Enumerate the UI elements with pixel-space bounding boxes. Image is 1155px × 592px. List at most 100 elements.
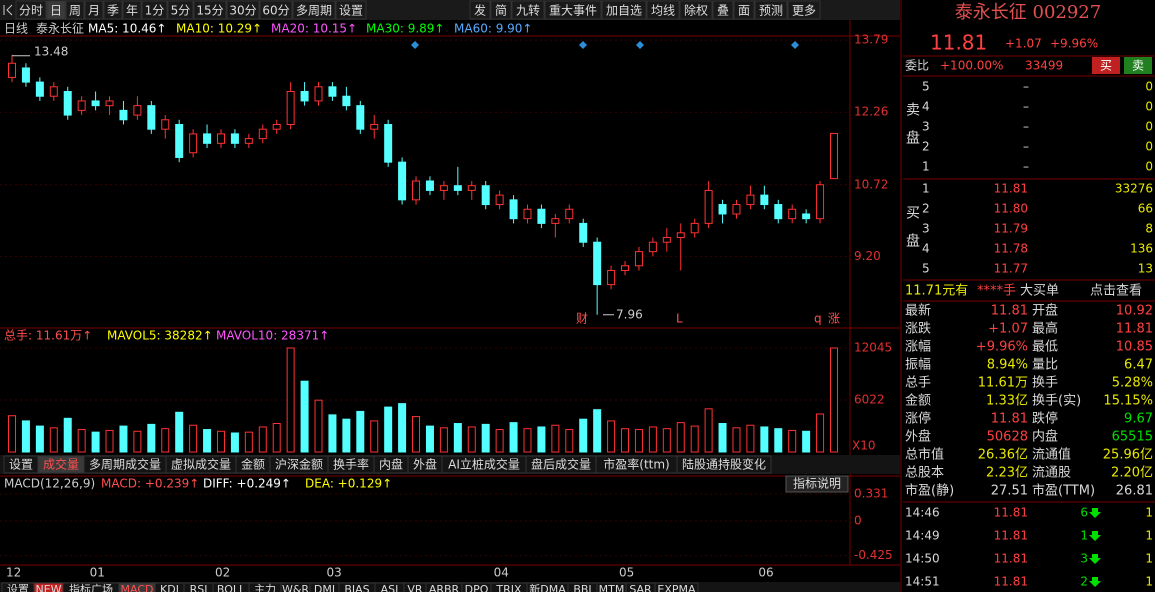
indicator-tab-label[interactable]: MTM [599,583,625,592]
indicator-tab-label[interactable]: KDJ [160,583,179,592]
toolbar-button[interactable] [679,0,713,20]
volume-tab-label[interactable]: 设置 [9,458,33,472]
toolbar-label[interactable]: 设置 [339,4,363,18]
toolbar-button[interactable] [292,0,336,20]
volume-tab-label[interactable]: 市盈率(ttm) [603,457,669,472]
toolbar-label[interactable]: 简 [495,4,507,18]
indicator-tab-label[interactable]: TRIX [495,583,522,592]
volume-tab-label[interactable]: 换手率 [333,457,369,472]
volume-bar [676,422,685,453]
toolbar-button[interactable] [15,0,47,20]
toolbar-button[interactable] [787,0,821,20]
toolbar-label[interactable]: 周 [69,4,81,18]
sell-button-label[interactable]: 卖 [1132,59,1144,73]
volume-tab-label[interactable]: 金额 [241,457,265,472]
toolbar-button[interactable] [65,0,85,20]
candle-body [774,204,783,220]
candle-body [453,185,462,191]
toolbar-label[interactable]: 除权 [684,3,708,18]
indicator-tab-label[interactable]: BBI [573,583,591,592]
volume-tab-label[interactable]: 盘后成交量 [531,457,591,472]
toolbar-button[interactable] [733,0,755,20]
toolbar-label[interactable]: 分时 [19,4,43,18]
toolbar-button[interactable] [511,0,545,20]
buy-price: 11.78 [994,242,1028,256]
indicator-tab[interactable] [654,582,699,592]
volume-tab-label[interactable]: 沪深金额 [275,457,323,472]
event-diamond [791,41,799,49]
toolbar-label[interactable]: 年 [126,4,138,18]
toolbar-label[interactable]: 日 [50,4,62,18]
indicator-tab-label[interactable]: BOLL [217,583,246,592]
buy-button[interactable] [1092,57,1120,74]
indicator-tab-label[interactable]: VR [407,583,423,592]
sell-level: 3 [922,120,930,134]
toolbar-label[interactable]: 九转 [516,3,540,18]
indicator-tab-label[interactable]: NEW [35,583,61,592]
toolbar-label[interactable]: 更多 [792,4,816,18]
toolbar-label[interactable]: 加自选 [606,4,642,18]
toolbar-label[interactable]: 15分 [196,4,223,18]
toolbar-button[interactable] [335,0,367,20]
indicator-tab-label[interactable]: 新DMA [529,582,566,592]
indicator-tab-label[interactable]: SAR [629,583,652,592]
toolbar-button[interactable] [103,0,123,20]
indicator-tab-label[interactable]: 指标广场 [69,582,113,592]
toolbar-label[interactable]: 60分 [262,4,289,18]
toolbar-button[interactable] [141,0,168,20]
toolbar-label[interactable]: 面 [738,4,750,18]
toolbar-button[interactable] [490,0,512,20]
indicator-tab-label[interactable]: DMI [314,583,335,592]
toolbar-button[interactable] [601,0,647,20]
toolbar-button[interactable] [712,0,734,20]
toolbar-button[interactable] [259,0,293,20]
indicator-tab-label[interactable]: MACD [121,583,154,592]
indicator-tab-label[interactable]: 主力 [254,583,276,592]
volume-header: MAVOL10: 28371↑ [216,329,329,343]
toolbar-label[interactable]: 发 [474,3,486,18]
indicator-tab-label[interactable]: BIAS [344,583,369,592]
toolbar-button[interactable] [646,0,680,20]
sell-button[interactable] [1124,57,1152,74]
toolbar-label[interactable]: 多周期 [296,4,332,18]
toolbar-label[interactable]: 季 [107,4,119,18]
volume-tab-label[interactable]: 多周期成交量 [89,457,161,472]
toolbar-button[interactable] [122,0,142,20]
toolbar-button[interactable] [754,0,788,20]
indicator-tab-label[interactable]: ARBR [429,583,460,592]
indicator-tab-label[interactable]: RSI [190,583,208,592]
toolbar-button[interactable] [193,0,227,20]
volume-tab-label[interactable]: 陆股通持股变化 [682,457,766,472]
stat-label: 流通股 [1032,466,1071,481]
toolbar-label[interactable]: 预测 [759,4,783,18]
volume-tab-label[interactable]: 内盘 [379,457,403,472]
indicator-tab-label[interactable]: W&R [282,583,309,592]
toolbar-button[interactable] [84,0,104,20]
toolbar-label[interactable]: 均线 [651,4,675,18]
volume-tab-label[interactable]: 外盘 [413,457,437,472]
indicator-help-button[interactable] [785,475,849,493]
volume-tab-label[interactable]: 虚拟成交量 [171,457,231,472]
toolbar-button[interactable] [167,0,194,20]
volume-tab-label[interactable]: 成交量 [43,457,79,472]
toolbar-label[interactable]: 5分 [171,4,191,18]
toolbar-button[interactable] [469,0,491,20]
toolbar-label[interactable]: 月 [88,4,100,18]
toolbar-label[interactable]: 重大事件 [549,4,597,18]
indicator-tab-label[interactable]: EXPMA [657,583,696,592]
toolbar-button[interactable] [46,0,66,20]
indicator-tab-label[interactable]: ASI [381,583,399,592]
toolbar-label[interactable]: 1分 [145,4,165,18]
toolbar-label[interactable]: 30分 [229,4,256,18]
toolbar-button[interactable] [544,0,602,20]
big-order-info[interactable]: 点击查看 [1090,283,1142,299]
volume-tab[interactable] [676,455,772,474]
indicator-help-label[interactable]: 指标说明 [793,476,841,491]
indicator-tab-label[interactable]: 设置 [7,583,29,592]
volume-tab-label[interactable]: AI立桩成交量 [448,457,520,472]
toolbar-button[interactable] [226,0,260,20]
stat-value: 11.81 [991,412,1028,427]
toolbar-label[interactable]: 叠 [717,4,729,18]
indicator-tab-label[interactable]: DPO [465,583,489,592]
buy-button-label[interactable]: 买 [1100,59,1112,73]
